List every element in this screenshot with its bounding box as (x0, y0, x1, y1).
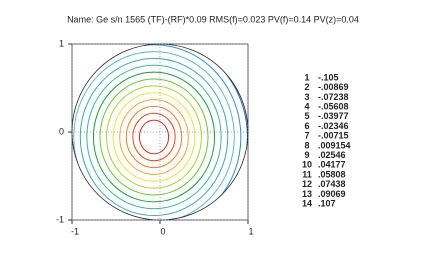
y-tick-label: -1 (56, 214, 64, 224)
legend-value: .107 (318, 198, 336, 208)
legend-index: 4 (304, 101, 309, 111)
legend-index: 6 (304, 121, 309, 131)
contour-line (92, 71, 216, 203)
contour-line (125, 105, 183, 169)
legend-index: 9 (304, 150, 309, 160)
x-tick-label: 1 (248, 226, 253, 236)
contour-line (79, 57, 229, 217)
legend-index: 11 (302, 169, 312, 179)
legend-index: 10 (302, 160, 312, 170)
y-tick-label: 1 (59, 38, 64, 48)
x-tick-label: 0 (160, 226, 165, 236)
legend-value: -.02346 (318, 121, 349, 131)
legend-value: .04177 (318, 160, 346, 170)
legend-value: .02546 (318, 150, 346, 160)
legend-value: -.00869 (318, 82, 349, 92)
contour-line (138, 119, 170, 155)
contours (72, 44, 248, 220)
contour-line (132, 112, 176, 162)
contour-line (72, 44, 248, 220)
legend-value: .07438 (318, 179, 346, 189)
contour-line (119, 99, 189, 175)
contour-line (72, 44, 248, 220)
contour-line (99, 78, 209, 196)
legend-index: 8 (304, 140, 309, 150)
legend-index: 13 (302, 189, 312, 199)
legend-value: -.105 (318, 72, 339, 82)
legend-index: 1 (304, 72, 309, 82)
legend-value: .09069 (318, 189, 346, 199)
contour-line (112, 92, 196, 182)
contour-line (86, 64, 222, 210)
legend-index: 14 (302, 198, 312, 208)
legend-value: -.07238 (318, 92, 349, 102)
contour-line (73, 51, 235, 220)
contour-line (106, 85, 202, 189)
y-tick-label: 0 (59, 126, 64, 136)
legend-value: .05808 (318, 169, 346, 179)
legend-index: 5 (304, 111, 309, 121)
legend-value: -.05608 (318, 101, 349, 111)
legend-index: 2 (304, 82, 309, 92)
legend-value: .009154 (318, 140, 351, 150)
legend-index: 3 (304, 92, 309, 102)
legend-index: 12 (302, 179, 312, 189)
chart-title: Name: Ge s/n 1565 (TF)-(RF)*0.09 RMS(f)=… (67, 14, 359, 24)
legend-value: -.03977 (318, 111, 349, 121)
contour-line (72, 44, 242, 220)
legend-value: -.00715 (318, 131, 349, 141)
legend-index: 7 (304, 131, 309, 141)
x-tick-label: -1 (71, 226, 79, 236)
